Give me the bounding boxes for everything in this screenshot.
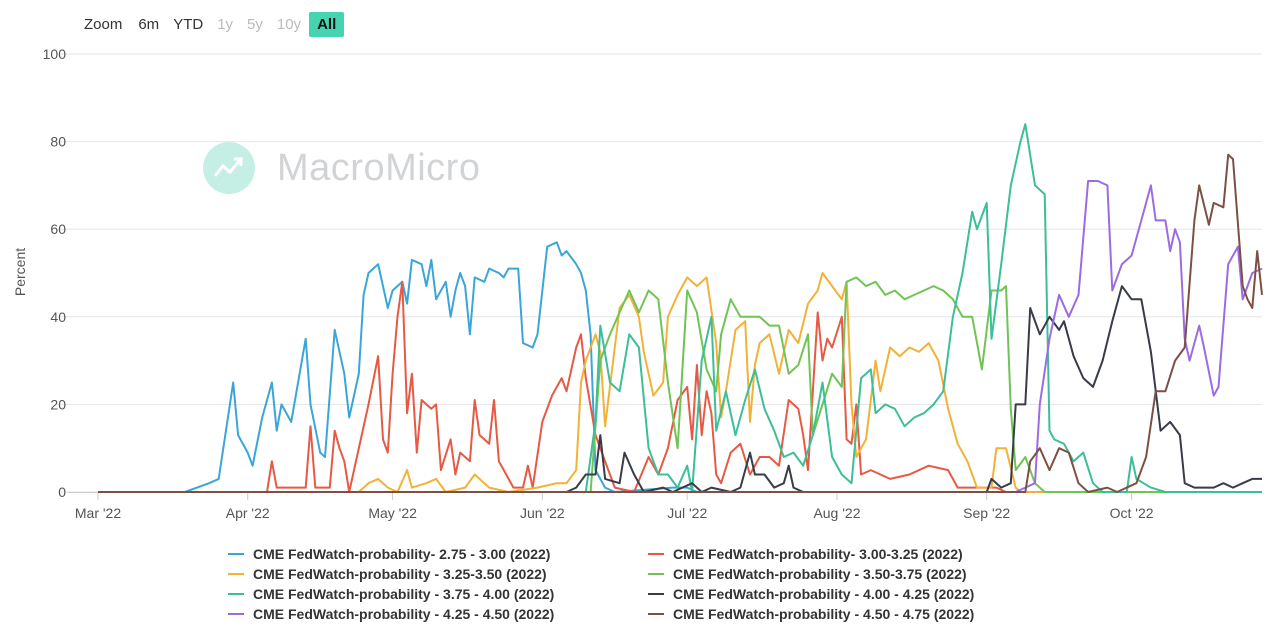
series-line-1[interactable] [98, 241, 707, 493]
watermark-text: MacroMicro [277, 146, 481, 189]
legend-item-4[interactable]: CME FedWatch-probability - 3.50-3.75 (20… [648, 564, 1068, 583]
legend-item-2[interactable]: CME FedWatch-probability- 3.00-3.25 (202… [648, 544, 1068, 563]
zoom-6m-button[interactable]: 6m [138, 15, 160, 33]
x-tick-label: Aug '22 [813, 505, 860, 521]
x-tick-label: Sep '22 [963, 505, 1010, 521]
legend-swatch [228, 592, 244, 595]
series-line-2[interactable] [98, 280, 1262, 493]
legend-label: CME FedWatch-probability- 2.75 - 3.00 (2… [253, 545, 551, 562]
y-tick-label: 0 [58, 484, 66, 500]
fedwatch-line-chart: 0 20 40 60 80 100 Mar '22 Apr '22 May '22 Jun '2… [12, 46, 1263, 521]
legend-swatch [648, 612, 664, 615]
legend-label: CME FedWatch-probability - 3.50-3.75 (20… [673, 565, 967, 582]
x-tick-label: Jul '22 [667, 505, 707, 521]
y-tick-label: 20 [50, 396, 66, 412]
x-tick-label: Mar '22 [75, 505, 121, 521]
series-line-6[interactable] [98, 285, 1262, 493]
series-line-7[interactable] [98, 180, 1263, 493]
y-tick-label: 100 [43, 46, 67, 62]
zoom-ytd-button[interactable]: YTD [173, 15, 204, 33]
legend-label: CME FedWatch-probability- 3.00-3.25 (202… [673, 545, 963, 562]
x-tick-label: Oct '22 [1110, 505, 1154, 521]
legend-item-6[interactable]: CME FedWatch-probability - 4.00 - 4.25 (… [648, 584, 1068, 603]
legend-swatch [228, 612, 244, 615]
legend: CME FedWatch-probability- 2.75 - 3.00 (2… [228, 544, 1068, 623]
y-tick-label: 80 [50, 134, 66, 150]
legend-swatch [648, 592, 664, 595]
series-line-8[interactable] [98, 153, 1263, 493]
x-axis: Mar '22 Apr '22 May '22 Jun '22 Jul '22 Aug '… [68, 492, 1262, 521]
legend-label: CME FedWatch-probability - 4.00 - 4.25 (… [673, 585, 975, 602]
grid-layer [58, 53, 1262, 493]
legend-label: CME FedWatch-probability - 4.25 - 4.50 (… [253, 605, 555, 622]
legend-label: CME FedWatch-probability - 3.25-3.50 (20… [253, 565, 547, 582]
zoom-5y-button[interactable]: 5y [247, 15, 263, 33]
zoom-1y-button[interactable]: 1y [217, 15, 234, 33]
x-tick-label: Apr '22 [226, 505, 270, 521]
series-layer [98, 123, 1263, 493]
macromicro-logo-icon [203, 142, 255, 194]
x-tick-label: Jun '22 [520, 505, 565, 521]
legend-item-3[interactable]: CME FedWatch-probability - 3.25-3.50 (20… [228, 564, 648, 583]
legend-label: CME FedWatch-probability - 3.75 - 4.00 (… [253, 585, 555, 602]
series-line-5[interactable] [98, 123, 1262, 493]
legend-item-7[interactable]: CME FedWatch-probability - 4.25 - 4.50 (… [228, 604, 648, 623]
zoom-bar: Zoom 6m YTD 1y 5y 10y All [84, 10, 346, 38]
legend-swatch [228, 552, 244, 555]
legend-swatch [228, 572, 244, 575]
legend-swatch [648, 552, 664, 555]
x-tick-label: May '22 [368, 505, 417, 521]
legend-swatch [648, 572, 664, 575]
y-axis: 0 20 40 60 80 100 [43, 46, 67, 500]
legend-item-5[interactable]: CME FedWatch-probability - 3.75 - 4.00 (… [228, 584, 648, 603]
zoom-10y-button[interactable]: 10y [276, 15, 302, 33]
zoom-all-button[interactable]: All [309, 11, 345, 37]
y-axis-label: Percent [12, 248, 28, 296]
legend-label: CME FedWatch-probability - 4.50 - 4.75 (… [673, 605, 975, 622]
y-tick-label: 40 [50, 309, 66, 325]
series-line-4[interactable] [98, 276, 1262, 493]
y-tick-label: 60 [50, 221, 66, 237]
watermark: MacroMicro [203, 142, 480, 194]
legend-item-8[interactable]: CME FedWatch-probability - 4.50 - 4.75 (… [648, 604, 1068, 623]
zoom-label: Zoom [84, 15, 123, 33]
legend-item-1[interactable]: CME FedWatch-probability- 2.75 - 3.00 (2… [228, 544, 648, 563]
